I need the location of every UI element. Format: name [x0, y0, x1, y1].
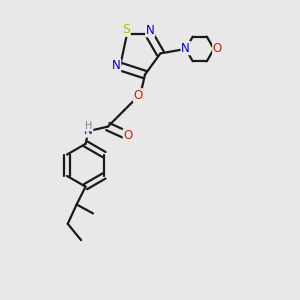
- Text: S: S: [122, 23, 130, 36]
- Text: O: O: [134, 89, 143, 102]
- Text: N: N: [84, 124, 93, 137]
- Text: O: O: [213, 42, 222, 56]
- Text: N: N: [146, 24, 154, 37]
- Text: N: N: [112, 59, 121, 72]
- Text: N: N: [181, 42, 190, 55]
- Text: O: O: [123, 129, 133, 142]
- Text: H: H: [85, 121, 92, 131]
